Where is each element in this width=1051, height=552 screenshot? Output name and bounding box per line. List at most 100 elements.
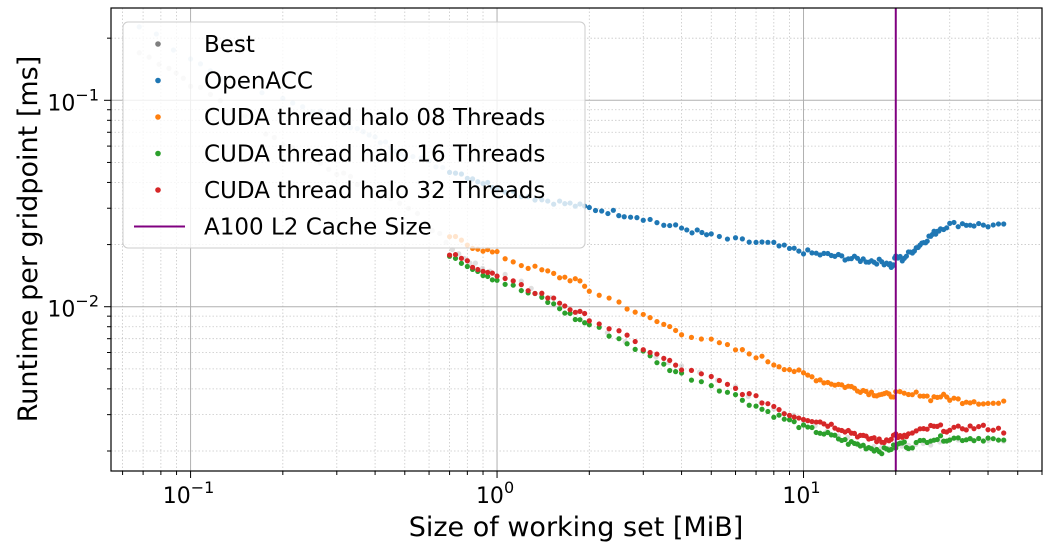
data-point bbox=[640, 217, 646, 223]
data-point bbox=[510, 278, 516, 284]
data-point bbox=[753, 355, 759, 361]
data-point bbox=[502, 271, 508, 278]
data-point bbox=[616, 328, 622, 334]
data-point bbox=[532, 290, 538, 297]
data-point bbox=[765, 239, 771, 245]
data-point bbox=[759, 353, 765, 359]
data-point bbox=[924, 238, 930, 244]
data-point bbox=[708, 231, 714, 237]
data-point bbox=[724, 389, 731, 395]
data-point bbox=[796, 248, 802, 254]
data-point bbox=[934, 436, 940, 443]
data-point bbox=[955, 423, 961, 429]
data-point bbox=[800, 422, 807, 428]
data-point bbox=[905, 446, 912, 452]
legend-label: CUDA thread halo 32 Threads bbox=[204, 178, 545, 204]
data-point bbox=[678, 367, 685, 373]
y-axis-label: Runtime per gridpoint [ms] bbox=[13, 56, 44, 423]
data-point bbox=[654, 318, 660, 325]
data-point bbox=[716, 340, 722, 346]
data-point bbox=[1001, 430, 1007, 436]
data-point bbox=[599, 208, 605, 214]
data-point bbox=[776, 407, 782, 413]
data-point bbox=[746, 391, 752, 397]
data-point bbox=[489, 270, 495, 276]
data-point bbox=[472, 260, 479, 266]
data-point bbox=[905, 431, 912, 437]
data-point bbox=[860, 442, 866, 448]
data-point bbox=[842, 436, 848, 443]
data-point bbox=[632, 338, 638, 345]
data-point bbox=[572, 309, 578, 315]
data-point bbox=[879, 451, 885, 457]
data-point bbox=[759, 239, 765, 245]
data-point bbox=[724, 381, 731, 387]
data-point bbox=[688, 367, 695, 373]
data-point bbox=[627, 214, 634, 220]
data-point bbox=[480, 268, 486, 274]
data-point bbox=[951, 424, 957, 430]
data-point bbox=[678, 225, 685, 231]
data-point bbox=[654, 360, 660, 366]
data-point bbox=[545, 268, 551, 274]
data-point bbox=[995, 437, 1002, 443]
data-point bbox=[1001, 221, 1007, 227]
data-point bbox=[551, 301, 557, 307]
data-point bbox=[990, 427, 996, 433]
data-point bbox=[480, 248, 486, 254]
data-point bbox=[739, 236, 745, 242]
data-point bbox=[839, 253, 845, 259]
data-point bbox=[959, 437, 966, 444]
data-point bbox=[606, 326, 612, 332]
legend-marker bbox=[155, 41, 161, 47]
data-point bbox=[955, 435, 961, 441]
data-point bbox=[828, 421, 834, 427]
data-point bbox=[765, 408, 771, 415]
data-point bbox=[947, 220, 953, 226]
data-point bbox=[805, 424, 811, 430]
data-point bbox=[791, 368, 797, 375]
data-point bbox=[654, 351, 660, 357]
data-point bbox=[616, 213, 622, 219]
data-point bbox=[485, 269, 491, 276]
y-tick-label: 10−1 bbox=[47, 85, 99, 116]
data-point bbox=[732, 392, 739, 398]
data-point bbox=[632, 346, 638, 352]
data-point bbox=[605, 210, 611, 217]
data-point bbox=[868, 389, 875, 395]
data-point bbox=[606, 333, 612, 339]
data-point bbox=[980, 438, 986, 444]
data-point bbox=[606, 295, 612, 301]
data-point bbox=[525, 265, 531, 271]
data-point bbox=[796, 367, 802, 373]
data-point bbox=[654, 220, 660, 226]
data-point bbox=[821, 250, 827, 256]
data-point bbox=[624, 341, 630, 347]
data-point bbox=[678, 332, 685, 338]
data-point bbox=[489, 277, 495, 283]
data-point bbox=[557, 306, 563, 312]
data-point bbox=[947, 427, 953, 433]
data-point bbox=[724, 341, 731, 348]
data-point bbox=[771, 414, 777, 420]
data-point bbox=[716, 377, 722, 384]
data-point bbox=[703, 232, 710, 238]
data-point bbox=[985, 224, 991, 230]
data-point bbox=[832, 432, 838, 438]
data-point bbox=[661, 222, 667, 228]
data-point bbox=[851, 430, 858, 436]
data-point bbox=[805, 418, 811, 424]
data-point bbox=[809, 418, 815, 425]
data-point bbox=[446, 252, 453, 258]
legend-label: Best bbox=[204, 32, 255, 58]
data-point bbox=[980, 222, 986, 228]
data-point bbox=[913, 439, 919, 446]
data-point bbox=[897, 253, 903, 260]
series-4 bbox=[446, 251, 1007, 446]
data-point bbox=[732, 347, 739, 353]
data-point bbox=[485, 273, 491, 280]
data-point bbox=[995, 425, 1002, 431]
data-point bbox=[698, 336, 704, 342]
data-point bbox=[661, 355, 667, 361]
